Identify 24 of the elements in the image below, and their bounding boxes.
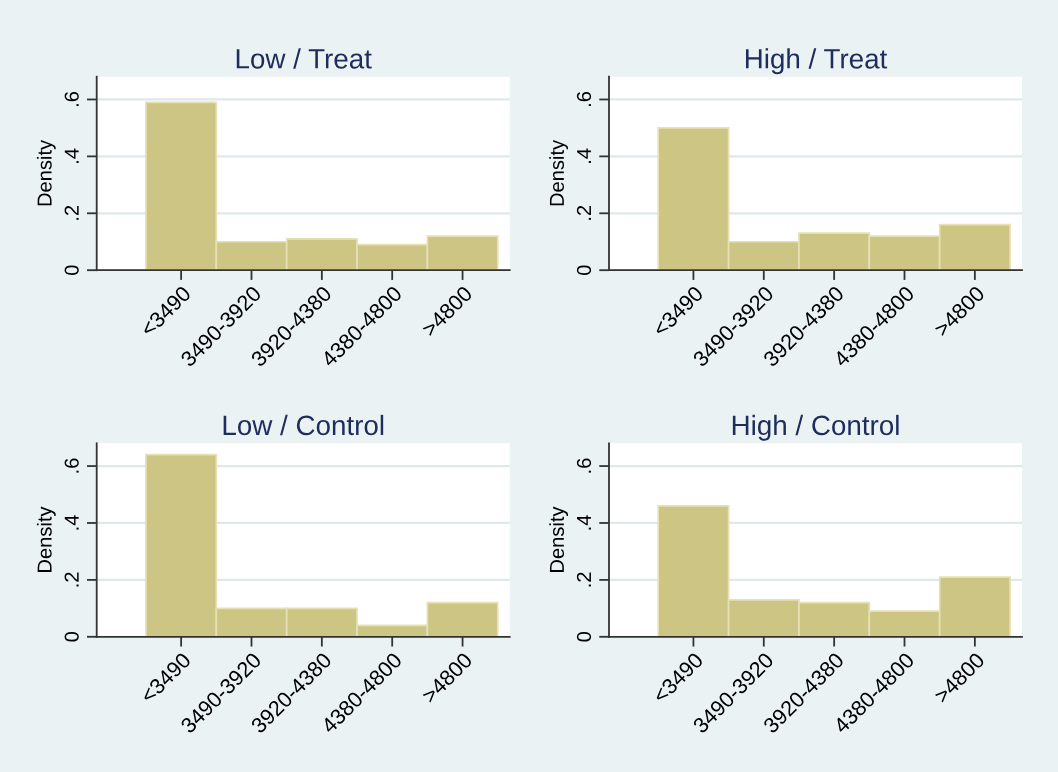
y-tick-label: .2 <box>64 572 79 587</box>
y-axis-title: Density <box>549 506 568 572</box>
y-tick-label: 0 <box>576 265 592 276</box>
y-axis-title: Density <box>549 139 568 206</box>
y-tick-label: .2 <box>576 205 591 220</box>
y-tick-label: .2 <box>64 205 79 220</box>
y-tick-label: 0 <box>576 631 592 642</box>
chart-title: High / Control <box>732 414 899 441</box>
y-tick-label: .4 <box>64 148 79 163</box>
y-tick-label: 0 <box>64 631 79 642</box>
chart-title: Low / Control <box>223 414 384 436</box>
y-tick-label: .4 <box>577 515 591 530</box>
y-tick-label: .2 <box>576 572 591 587</box>
y-tick-label: .4 <box>577 148 591 163</box>
y-tick-label: .6 <box>576 91 592 107</box>
y-tick-label: .6 <box>64 458 79 473</box>
y-axis-title: Density <box>36 506 56 572</box>
chart-title: Low / Treat <box>236 48 372 69</box>
y-tick-label: .6 <box>576 458 592 473</box>
y-axis-title: Density <box>36 139 56 206</box>
y-tick-label: 0 <box>64 265 79 276</box>
y-tick-label: .6 <box>64 91 79 107</box>
chart-title: High / Treat <box>745 48 888 75</box>
y-tick-label: .4 <box>64 515 79 530</box>
